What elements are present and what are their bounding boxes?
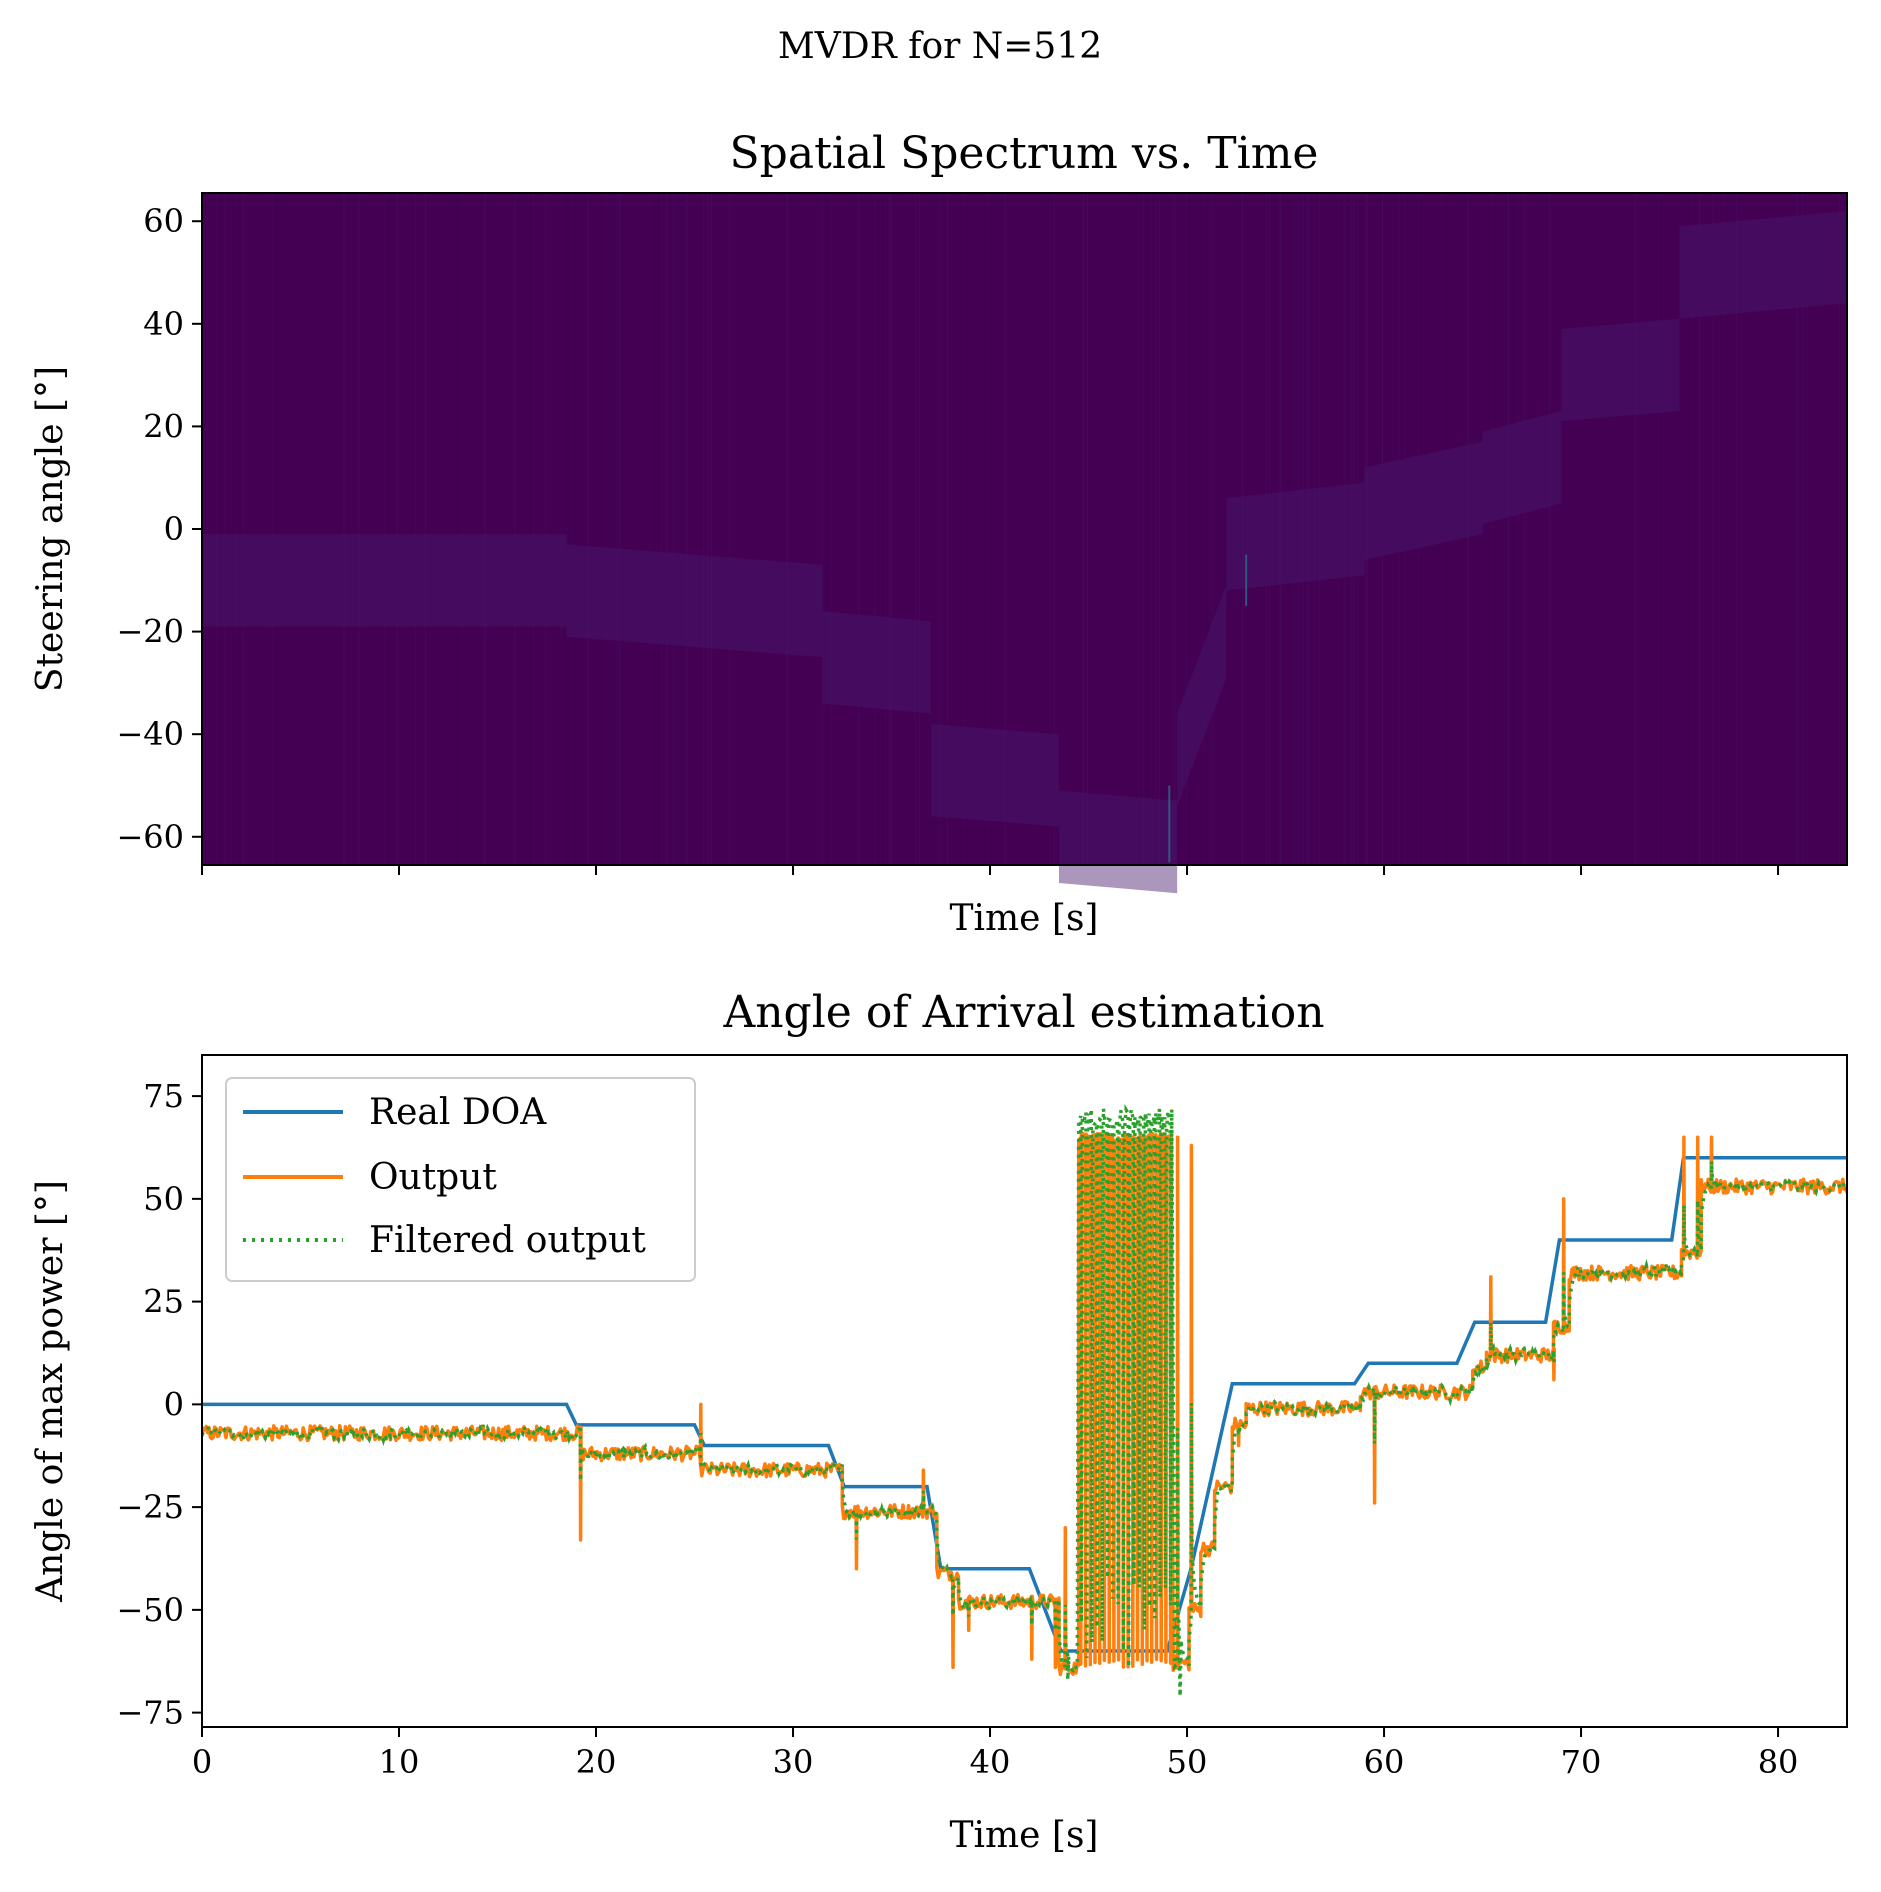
- spectrum-x-ticks: [201, 865, 1780, 875]
- aoa-frame: [201, 1054, 1848, 1728]
- aoa-plot-area: [202, 1103, 1847, 1697]
- y-tick-label: 50: [143, 1180, 184, 1218]
- heatmap-ridge-segment: [694, 554, 823, 658]
- heatmap-ridge-segment: [822, 611, 931, 714]
- legend: Real DOA Output Filtered output: [225, 1077, 696, 1282]
- spectrum-heatmap: [202, 193, 1847, 894]
- y-tick-label: −20: [116, 613, 184, 651]
- aoa-x-label: Time [s]: [950, 1815, 1099, 1856]
- figure-suptitle: MVDR for N=512: [778, 26, 1102, 67]
- heatmap-ridge-segment: [1561, 318, 1680, 422]
- x-tick-label: 10: [379, 1743, 420, 1781]
- heatmap-ridge-segment: [1482, 411, 1562, 524]
- legend-label-output: Output: [369, 1157, 497, 1198]
- x-tick-label: 50: [1167, 1743, 1208, 1781]
- x-tick-label: 30: [773, 1743, 814, 1781]
- y-tick-label: 60: [143, 202, 184, 240]
- y-tick-label: 25: [143, 1283, 184, 1321]
- y-tick-label: −25: [116, 1488, 184, 1526]
- aoa-panel: Angle of Arrival estimation 0 10 20 30 40 50 6…: [30, 987, 1848, 1856]
- legend-label-filtered-output: Filtered output: [369, 1220, 646, 1261]
- x-tick-label: 60: [1364, 1743, 1405, 1781]
- heatmap-ridge-segment: [930, 723, 1059, 827]
- y-tick-label: 0: [164, 510, 184, 548]
- x-tick-label: 70: [1561, 1743, 1602, 1781]
- heatmap-ridge-segment: [1058, 790, 1178, 894]
- spectrum-panel: Spatial Spectrum vs. Time 60 40 20 0 −20 −40 −…: [30, 128, 1848, 939]
- x-tick-label: 20: [576, 1743, 617, 1781]
- heatmap-background: [202, 193, 1847, 865]
- series-filtered-output: [202, 1103, 1847, 1697]
- heatmap-ridge-segment: [566, 544, 695, 647]
- heatmap-ridge-segment: [1177, 585, 1227, 807]
- spectrum-y-ticks: 60 40 20 0 −20 −40 −60: [116, 202, 202, 856]
- y-tick-label: −50: [116, 1591, 184, 1629]
- spectrum-y-label: Steering angle [°]: [30, 366, 71, 692]
- y-tick-label: 75: [143, 1077, 184, 1115]
- legend-label-real-doa: Real DOA: [369, 1092, 547, 1133]
- x-tick-label: 40: [970, 1743, 1011, 1781]
- y-tick-label: −40: [116, 715, 184, 753]
- y-tick-label: −60: [116, 818, 184, 856]
- y-tick-label: −75: [116, 1694, 184, 1732]
- y-tick-label: 40: [143, 305, 184, 343]
- aoa-y-label: Angle of max power [°]: [30, 1180, 71, 1603]
- aoa-x-ticks: 0 10 20 30 40 50 60 70 80: [192, 1727, 1799, 1781]
- spectrum-x-label: Time [s]: [950, 898, 1099, 939]
- heatmap-ridge-segment: [1226, 482, 1365, 591]
- legend-box: [225, 1077, 696, 1282]
- heatmap-ridge-segment: [202, 534, 567, 627]
- heatmap-ridge-segment: [1364, 441, 1483, 560]
- series-output: [202, 1131, 1847, 1677]
- spectrum-title: Spatial Spectrum vs. Time: [730, 128, 1319, 179]
- x-tick-label: 0: [192, 1743, 212, 1781]
- heatmap-ridge-segment: [1679, 210, 1847, 319]
- y-tick-label: 0: [164, 1385, 184, 1423]
- aoa-title: Angle of Arrival estimation: [722, 987, 1324, 1038]
- x-tick-label: 80: [1758, 1743, 1799, 1781]
- aoa-y-ticks: 75 50 25 0 −25 −50 −75: [116, 1077, 202, 1732]
- y-tick-label: 20: [143, 407, 184, 445]
